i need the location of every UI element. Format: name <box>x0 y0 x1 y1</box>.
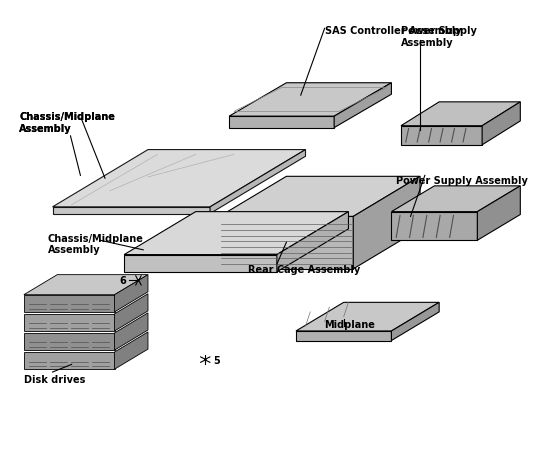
Polygon shape <box>124 255 277 272</box>
Polygon shape <box>277 212 348 272</box>
Polygon shape <box>220 217 353 269</box>
Polygon shape <box>24 275 148 295</box>
Text: Chassis/Midplane
Assembly: Chassis/Midplane Assembly <box>19 112 115 176</box>
Polygon shape <box>210 150 305 214</box>
Text: 6: 6 <box>119 276 126 286</box>
Polygon shape <box>115 294 148 331</box>
Text: SAS Controller Assembly: SAS Controller Assembly <box>325 27 461 37</box>
Text: Midplane: Midplane <box>325 319 375 329</box>
Text: Chassis/Midplane
Assembly: Chassis/Midplane Assembly <box>19 112 115 133</box>
Text: 5: 5 <box>213 355 220 365</box>
Polygon shape <box>334 83 391 129</box>
Polygon shape <box>229 117 334 129</box>
Polygon shape <box>52 150 305 207</box>
Polygon shape <box>401 103 521 126</box>
Polygon shape <box>401 126 482 146</box>
Text: Chassis/Midplane
Assembly: Chassis/Midplane Assembly <box>47 233 144 255</box>
Polygon shape <box>391 186 521 212</box>
Polygon shape <box>229 83 391 117</box>
Text: Power Supply
Assembly: Power Supply Assembly <box>401 27 477 48</box>
Polygon shape <box>482 103 521 146</box>
Polygon shape <box>52 207 210 214</box>
Polygon shape <box>24 295 115 312</box>
Polygon shape <box>296 303 439 331</box>
Polygon shape <box>391 212 477 241</box>
Polygon shape <box>115 332 148 369</box>
Text: Power Supply Assembly: Power Supply Assembly <box>396 176 528 186</box>
Polygon shape <box>24 352 115 369</box>
Polygon shape <box>353 177 420 269</box>
Polygon shape <box>24 314 115 331</box>
Polygon shape <box>124 212 348 255</box>
Polygon shape <box>477 186 521 241</box>
Text: Rear Cage Assembly: Rear Cage Assembly <box>248 265 360 275</box>
Polygon shape <box>24 333 115 350</box>
Polygon shape <box>296 331 391 341</box>
Text: Disk drives: Disk drives <box>24 374 85 384</box>
Polygon shape <box>115 275 148 312</box>
Polygon shape <box>220 177 420 217</box>
Polygon shape <box>391 303 439 341</box>
Polygon shape <box>115 313 148 350</box>
